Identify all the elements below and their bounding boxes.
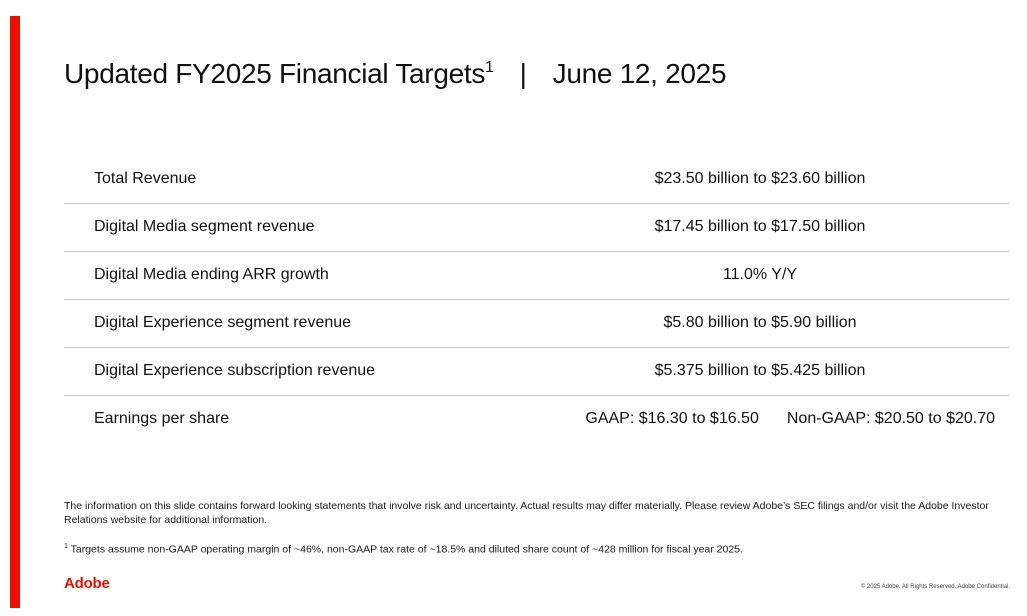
copyright-notice: © 2025 Adobe. All Rights Reserved. Adobe… bbox=[860, 584, 1010, 590]
footnote-text: Targets assume non-GAAP operating margin… bbox=[67, 543, 743, 556]
row-value: $17.45 billion to $17.50 billion bbox=[654, 218, 866, 235]
row-value: 11.0% Y/Y bbox=[722, 266, 798, 283]
row-label: Digital Media ending ARR growth bbox=[94, 266, 329, 283]
title-separator: | bbox=[519, 58, 527, 89]
row-value: $23.50 billion to $23.60 billion bbox=[654, 170, 866, 187]
title-footnote-marker: 1 bbox=[485, 59, 494, 76]
table-row: Digital Experience segment revenue $5.80… bbox=[64, 300, 1009, 348]
footnote-marker: 1 bbox=[64, 543, 68, 550]
title-text: Updated FY2025 Financial Targets bbox=[64, 58, 486, 89]
title-date: June 12, 2025 bbox=[552, 58, 727, 89]
row-label: Digital Media segment revenue bbox=[94, 218, 315, 235]
slide-title: Updated FY2025 Financial Targets1 | June 1… bbox=[64, 58, 727, 90]
table-row: Digital Media ending ARR growth 11.0% Y/… bbox=[64, 252, 1009, 300]
targets-table: Total Revenue $23.50 billion to $23.60 b… bbox=[64, 156, 1009, 443]
eps-non-gaap-value: Non-GAAP: $20.50 to $20.70 bbox=[786, 410, 995, 427]
row-label: Earnings per share bbox=[94, 410, 230, 427]
row-label: Total Revenue bbox=[94, 170, 197, 187]
adobe-logo: Adobe bbox=[64, 575, 110, 592]
table-row: Digital Media segment revenue $17.45 bil… bbox=[64, 204, 1009, 252]
disclaimer-text: The information on this slide contains f… bbox=[64, 500, 989, 526]
row-label: Digital Experience segment revenue bbox=[94, 314, 352, 331]
eps-gaap-value: GAAP: $16.30 to $16.50 bbox=[585, 410, 759, 427]
row-value: $5.375 billion to $5.425 billion bbox=[654, 362, 866, 379]
footnote: 1 Targets assume non-GAAP operating marg… bbox=[64, 543, 743, 556]
table-row: Total Revenue $23.50 billion to $23.60 b… bbox=[64, 156, 1009, 204]
table-row: Digital Experience subscription revenue … bbox=[64, 348, 1009, 396]
table-row: Earnings per share GAAP: $16.30 to $16.5… bbox=[64, 396, 1009, 443]
row-label: Digital Experience subscription revenue bbox=[94, 362, 376, 379]
accent-bar bbox=[10, 16, 20, 608]
row-value: $5.80 billion to $5.90 billion bbox=[663, 314, 857, 331]
eps-values: GAAP: $16.30 to $16.50 Non-GAAP: $20.50 t… bbox=[585, 410, 995, 428]
